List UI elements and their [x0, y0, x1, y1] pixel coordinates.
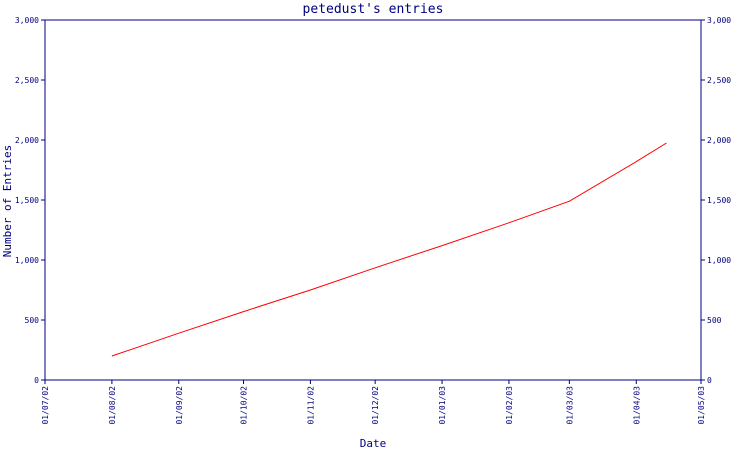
- y-tick-label-right: 0: [707, 376, 712, 385]
- x-tick-label: 01/10/02: [240, 386, 249, 425]
- y-axis-label: Number of Entries: [1, 145, 14, 258]
- left-y-ticks: 0 500 1,000 1,500 2,000 2,500 3,000: [15, 16, 45, 385]
- y-tick-label-left: 2,500: [15, 76, 39, 85]
- x-tick-label: 01/03/03: [565, 386, 574, 425]
- x-tick-label: 01/12/02: [371, 386, 380, 425]
- x-tick-label: 01/04/03: [632, 386, 641, 425]
- y-tick-label-right: 1,500: [707, 196, 731, 205]
- y-tick-label-left: 500: [25, 316, 40, 325]
- y-tick-label-left: 0: [34, 376, 39, 385]
- x-tick-label: 01/01/03: [438, 386, 447, 425]
- series-layer: [111, 142, 667, 357]
- x-tick-label: 01/05/03: [697, 386, 706, 425]
- x-tick-label: 01/11/02: [306, 386, 315, 425]
- y-tick-label-right: 500: [707, 316, 722, 325]
- y-tick-label-left: 3,000: [15, 16, 39, 25]
- y-tick-label-left: 1,000: [15, 256, 39, 265]
- x-ticks: 01/07/02 01/08/02 01/09/02 01/10/02 01/11/02…: [41, 380, 706, 425]
- chart-title: petedust's entries: [303, 2, 444, 17]
- y-tick-label-right: 1,000: [707, 256, 731, 265]
- x-tick-label: 01/08/02: [108, 386, 117, 425]
- y-tick-label-left: 2,000: [15, 136, 39, 145]
- x-tick-label: 01/02/03: [505, 386, 514, 425]
- x-tick-label: 01/07/02: [41, 386, 50, 425]
- series-line: [111, 142, 667, 357]
- y-tick-label-right: 2,500: [707, 76, 731, 85]
- x-tick-label: 01/09/02: [175, 386, 184, 425]
- y-tick-label-right: 2,000: [707, 136, 731, 145]
- y-tick-label-right: 3,000: [707, 16, 731, 25]
- x-axis-label: Date: [360, 437, 387, 450]
- y-tick-label-left: 1,500: [15, 196, 39, 205]
- right-y-ticks: 0 500 1,000 1,500 2,000 2,500 3,000: [701, 16, 731, 385]
